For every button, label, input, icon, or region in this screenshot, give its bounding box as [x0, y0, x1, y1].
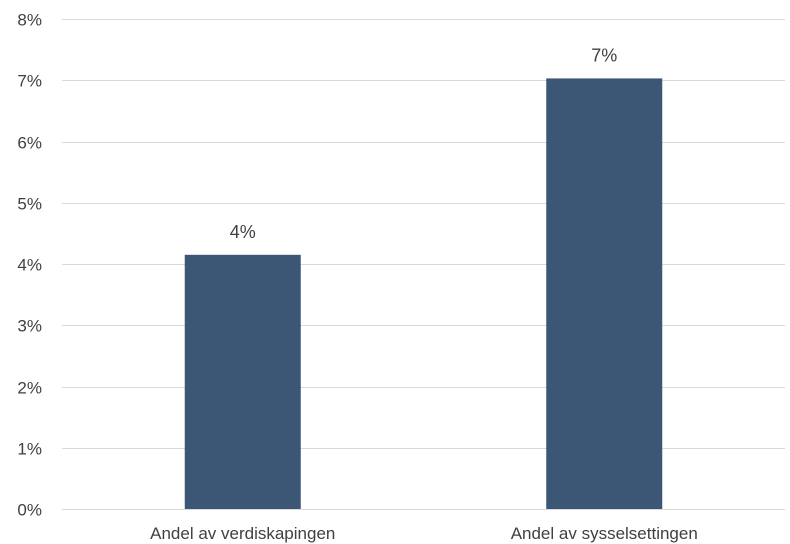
- y-tick-label: 5%: [17, 195, 42, 214]
- y-tick-label: 2%: [17, 379, 42, 398]
- y-tick-label: 7%: [17, 72, 42, 91]
- y-tick-label: 6%: [17, 134, 42, 153]
- bar-2: [546, 78, 663, 509]
- category-label: Andel av sysselsettingen: [511, 524, 698, 543]
- y-axis-tick-labels: 0% 1% 2% 3% 4% 5% 6% 7% 8%: [17, 11, 42, 520]
- bar-1: [184, 254, 301, 509]
- y-tick-label: 4%: [17, 256, 42, 275]
- bars: [184, 78, 663, 509]
- y-tick-label: 0%: [17, 501, 42, 520]
- data-label: 4%: [230, 222, 256, 242]
- x-axis-category-labels: Andel av verdiskapingen Andel av sysselse…: [150, 524, 698, 543]
- data-label: 7%: [591, 45, 617, 65]
- data-labels: 4% 7%: [230, 45, 618, 241]
- gridlines: [62, 19, 785, 510]
- category-label: Andel av verdiskapingen: [150, 524, 335, 543]
- y-tick-label: 3%: [17, 317, 42, 336]
- y-tick-label: 8%: [17, 11, 42, 30]
- y-tick-label: 1%: [17, 440, 42, 459]
